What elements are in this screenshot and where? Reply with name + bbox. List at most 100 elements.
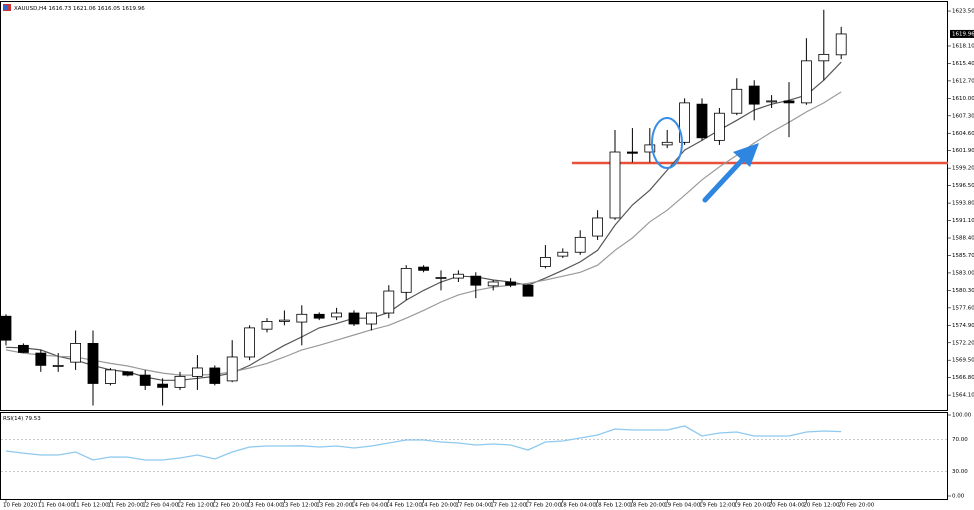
symbol: XAUUSD,H4 [14,6,47,12]
candle-body [609,151,621,219]
candle-body [331,312,343,318]
x-tick-label: 19 Feb 12:00 [699,503,736,509]
arrow-shaft [702,154,748,203]
y-tick-label: 1583.00 [952,270,974,276]
candle-body [52,364,64,367]
candle-body [383,290,395,314]
candle-body [261,321,273,330]
candle-body [452,273,464,279]
y-tick-label: 1569.50 [952,358,974,364]
candle-body [731,88,743,114]
candle-body [783,100,795,104]
y-tick-label: 1601.90 [952,148,974,154]
x-tick-label: 10 Feb 2020 [3,503,38,509]
candle-body [540,257,551,267]
candle-body [105,369,116,384]
candle-body [0,315,12,341]
y-tick-label: 1604.60 [952,131,974,137]
candle-body [661,141,673,146]
y-tick-label: 100.00 [952,413,972,419]
x-tick-label: 18 Feb 20:00 [629,503,666,509]
candle-body [226,356,238,382]
candle-body [696,103,708,139]
y-tick-label: 1564.10 [952,393,974,399]
y-tick-label: 70.00 [952,437,968,443]
candle-body [17,344,29,353]
x-tick-label: 13 Feb 12:00 [281,503,318,509]
candle-body [70,343,81,363]
candle-body [174,375,186,388]
x-tick-label: 18 Feb 12:00 [595,503,632,509]
rsi-value: 79.53 [25,416,41,422]
highlight-circle [651,117,683,169]
x-tick-label: 14 Feb 20:00 [421,503,458,509]
x-tick-label: 11 Feb 12:00 [73,503,110,509]
x-tick-label: 12 Feb 04:00 [142,503,179,509]
y-tick-label: 1585.70 [952,253,974,259]
candle-body [470,275,482,286]
x-tick-label: 14 Feb 12:00 [386,503,423,509]
high-value: 1621.06 [73,6,96,12]
x-tick-label: 11 Feb 20:00 [107,503,144,509]
candle-body [487,281,499,287]
x-tick-label: 20 Feb 04:00 [769,503,806,509]
x-tick-label: 13 Feb 04:00 [247,503,284,509]
y-tick-label: 1599.20 [952,166,974,172]
x-tick-label: 19 Feb 20:00 [734,503,771,509]
y-tick-label: 1580.30 [952,288,974,294]
candle-body [505,281,517,286]
y-tick-label: 1593.80 [952,201,974,207]
candle-body [278,319,290,322]
y-tick-label: 1607.30 [952,113,974,119]
candle-body [748,85,760,105]
current-price-label: 1619.96 [952,31,974,37]
y-tick-label: 1574.90 [952,323,974,329]
y-tick-label: 0.00 [952,494,965,500]
x-tick-label: 18 Feb 04:00 [560,503,597,509]
x-tick-label: 14 Feb 04:00 [351,503,388,509]
candle-body [818,53,830,62]
close-value: 1619.96 [122,6,145,12]
candle-body [191,367,203,377]
candle-body [87,343,99,384]
candle-body [400,267,412,293]
price-panel [0,1,948,411]
rsi-line [5,425,842,461]
y-tick-label: 1572.20 [952,340,974,346]
y-tick-label: 1577.60 [952,305,974,311]
candle-body [122,371,134,376]
y-tick-label: 1588.40 [952,236,974,242]
chart-header: XAUUSD,H4 1616.73 1621.06 1616.05 1619.9… [14,6,145,12]
y-tick-label: 1615.40 [952,61,974,67]
x-tick-label: 17 Feb 20:00 [525,503,562,509]
symbol-icon [4,5,7,10]
candle-body [418,266,430,271]
candle-body [365,312,377,325]
x-tick-label: 17 Feb 04:00 [455,503,492,509]
rsi-header: RSI(14) 79.53 [3,416,41,422]
candle-body [627,151,638,154]
candle-body [592,217,603,237]
candle-body [644,144,656,153]
y-tick-label: 1566.80 [952,375,974,381]
x-tick-label: 12 Feb 12:00 [177,503,214,509]
x-tick-label: 19 Feb 04:00 [664,503,701,509]
candle-body [348,312,360,325]
candle-body [435,277,447,279]
moving-average [5,91,842,376]
y-tick-label: 1612.70 [952,78,974,84]
candle-body [157,383,169,388]
current-price-box [950,29,974,38]
x-tick-label: 20 Feb 12:00 [803,503,840,509]
candle-body [522,284,534,297]
y-tick-label: 1610.00 [952,96,974,102]
x-tick-label: 13 Feb 20:00 [316,503,353,509]
candle-body [574,236,586,253]
candle-body [313,313,325,319]
candle-body [835,33,847,56]
x-tick-label: 20 Feb 20:00 [838,503,875,509]
candle-body [244,327,256,358]
rsi-title: RSI(14) [3,416,23,422]
candle-body [35,352,47,366]
